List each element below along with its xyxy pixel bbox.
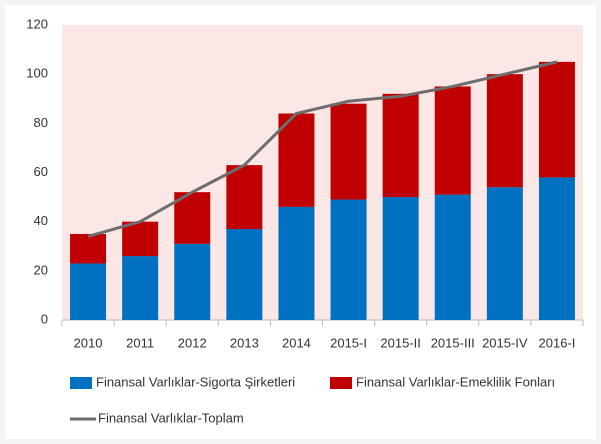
x-tick-label: 2015-I bbox=[330, 335, 367, 350]
legend-swatch bbox=[70, 377, 92, 389]
x-tick-label: 2011 bbox=[126, 335, 154, 350]
bar bbox=[122, 256, 159, 320]
y-tick-label: 100 bbox=[26, 66, 48, 81]
bar bbox=[382, 197, 419, 320]
legend-swatch bbox=[330, 377, 352, 389]
x-tick-label: 2014 bbox=[282, 335, 311, 350]
y-tick-label: 60 bbox=[34, 164, 48, 179]
y-tick-label: 20 bbox=[34, 262, 48, 277]
bar bbox=[538, 177, 575, 320]
x-tick-label: 2015-III bbox=[431, 335, 475, 350]
y-tick-label: 40 bbox=[34, 213, 48, 228]
bar bbox=[330, 199, 367, 320]
bar bbox=[382, 93, 419, 198]
x-tick-label: 2013 bbox=[230, 335, 259, 350]
bar bbox=[486, 187, 523, 320]
line bbox=[87, 60, 558, 238]
bar bbox=[226, 229, 263, 320]
bar bbox=[122, 221, 159, 257]
legend-label: Finansal Varlıklar-Emeklilik Fonları bbox=[356, 374, 555, 389]
x-tick-label: 2010 bbox=[74, 335, 103, 350]
x-tick-label: 2015-IV bbox=[482, 335, 528, 350]
bar bbox=[330, 103, 367, 200]
bar bbox=[226, 165, 263, 230]
y-tick-label: 120 bbox=[26, 16, 48, 31]
bar bbox=[174, 243, 211, 320]
legend-label: Finansal Varlıklar-Toplam bbox=[98, 410, 244, 425]
x-tick-label: 2015-II bbox=[380, 335, 420, 350]
bar bbox=[174, 192, 211, 244]
bar bbox=[70, 263, 107, 320]
bar bbox=[70, 233, 107, 264]
legend-label: Finansal Varlıklar-Sigorta Şirketleri bbox=[96, 374, 295, 389]
bar bbox=[434, 86, 471, 195]
bar bbox=[278, 113, 315, 207]
bar bbox=[434, 194, 471, 320]
bar bbox=[278, 206, 315, 320]
bar bbox=[486, 74, 523, 188]
y-tick-label: 80 bbox=[34, 115, 48, 130]
bar bbox=[538, 61, 575, 178]
y-tick-label: 0 bbox=[41, 311, 48, 326]
x-tick-label: 2016-I bbox=[539, 335, 576, 350]
x-tick-label: 2012 bbox=[178, 335, 207, 350]
